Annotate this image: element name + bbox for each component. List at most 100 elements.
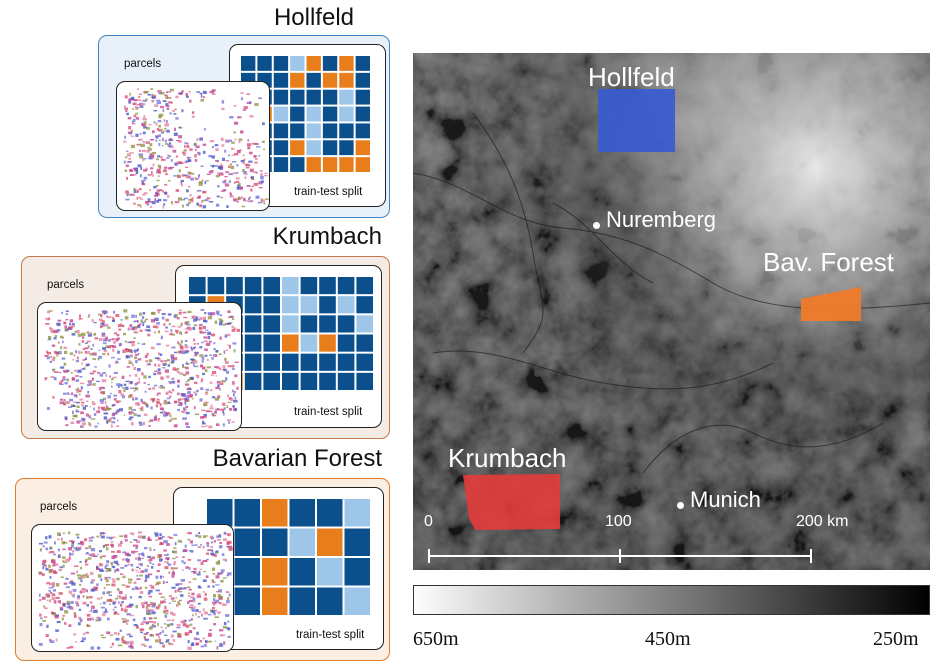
parcel-shape <box>76 605 80 607</box>
parcel-shape <box>107 395 111 399</box>
parcel-shape <box>116 550 121 553</box>
parcel-shape <box>211 357 214 360</box>
parcel-shape <box>140 570 145 573</box>
parcel-shape <box>63 603 66 607</box>
parcel-shape <box>58 554 61 556</box>
parcel-shape <box>207 640 212 643</box>
parcel-shape <box>226 626 229 630</box>
parcel-shape <box>154 357 160 359</box>
parcel-shape <box>218 602 222 605</box>
split-cell <box>244 372 262 390</box>
parcel-shape <box>46 595 50 598</box>
parcel-shape <box>120 540 123 545</box>
parcel-shape <box>169 382 172 385</box>
parcel-shape <box>166 120 168 124</box>
parcel-shape <box>191 361 193 364</box>
parcel-shape <box>193 346 197 349</box>
parcel-shape <box>164 411 167 414</box>
parcel-shape <box>124 552 130 556</box>
split-cell <box>207 499 233 527</box>
parcel-shape <box>186 156 192 159</box>
parcel-shape <box>215 584 220 586</box>
parcel-shape <box>231 154 235 156</box>
parcel-shape <box>222 402 226 406</box>
parcel-shape <box>97 357 100 361</box>
parcel-shape <box>142 321 145 324</box>
parcel-shape <box>91 401 95 403</box>
parcel-shape <box>65 577 68 580</box>
parcel-shape <box>203 597 208 601</box>
parcel-shape <box>202 205 206 209</box>
parcel-shape <box>42 563 46 566</box>
parcel-shape <box>146 565 150 567</box>
parcel-shape <box>99 563 104 567</box>
split-cell <box>290 123 305 139</box>
parcel-shape <box>92 358 96 361</box>
parcel-shape <box>172 377 175 380</box>
parcel-shape <box>162 109 165 113</box>
parcel-shape <box>157 175 160 177</box>
parcel-shape <box>197 342 199 345</box>
parcel-shape <box>136 104 141 106</box>
parcel-shape <box>117 632 120 636</box>
parcel-shape <box>223 412 225 416</box>
parcel-shape <box>59 566 64 568</box>
parcel-shape <box>224 183 230 187</box>
parcel-shape <box>145 578 148 582</box>
parcel-shape <box>203 336 208 339</box>
parcel-shape <box>141 123 147 127</box>
parcel-shape <box>137 358 142 361</box>
parcel-shape <box>192 627 196 630</box>
parcel-shape <box>139 586 142 590</box>
parcel-shape <box>129 645 134 649</box>
parcel-shape <box>63 561 68 564</box>
parcel-shape <box>204 199 209 202</box>
parcel-shape <box>164 612 169 615</box>
parcel-shape <box>208 201 214 203</box>
parcel-shape <box>179 350 183 354</box>
parcel-shape <box>130 135 135 137</box>
parcel-shape <box>38 599 42 602</box>
parcel-shape <box>74 565 79 567</box>
parcel-shape <box>72 418 75 420</box>
parcel-shape <box>254 158 258 160</box>
parcel-shape <box>63 582 68 585</box>
parcel-shape <box>184 345 189 349</box>
parcel-shape <box>138 595 142 599</box>
parcel-shape <box>101 636 106 639</box>
parcel-shape <box>135 108 138 110</box>
parcel-shape <box>133 539 138 541</box>
parcel-shape <box>84 347 89 350</box>
parcel-shape <box>214 640 217 642</box>
parcel-shape <box>151 100 154 103</box>
parcel-shape <box>167 401 170 404</box>
parcel-shape <box>81 417 84 421</box>
parcel-shape <box>101 379 107 383</box>
parcel-shape <box>134 105 138 109</box>
parcel-shape <box>180 541 183 543</box>
parcel-shape <box>213 354 215 357</box>
parcel-shape <box>162 575 164 578</box>
parcel-shape <box>198 532 201 535</box>
parcel-shape <box>183 561 186 565</box>
parcel-shape <box>177 601 180 605</box>
parcel-shape <box>227 419 231 421</box>
parcel-shape <box>158 352 160 355</box>
parcel-shape <box>176 627 181 629</box>
parcel-shape <box>224 179 227 182</box>
parcel-shape <box>88 422 91 426</box>
parcel-shape <box>49 576 52 579</box>
parcel-shape <box>148 617 152 620</box>
parcel-shape <box>215 350 219 353</box>
parcel-shape <box>119 596 122 599</box>
parcel-shape <box>127 605 132 608</box>
parcel-shape <box>109 345 114 347</box>
parcel-shape <box>211 549 214 553</box>
split-cell <box>339 106 354 122</box>
parcel-shape <box>150 398 155 401</box>
parcel-shape <box>185 93 188 97</box>
parcel-shape <box>135 569 138 572</box>
split-cell <box>356 334 373 352</box>
parcel-shape <box>208 312 213 316</box>
parcel-shape <box>214 366 218 369</box>
